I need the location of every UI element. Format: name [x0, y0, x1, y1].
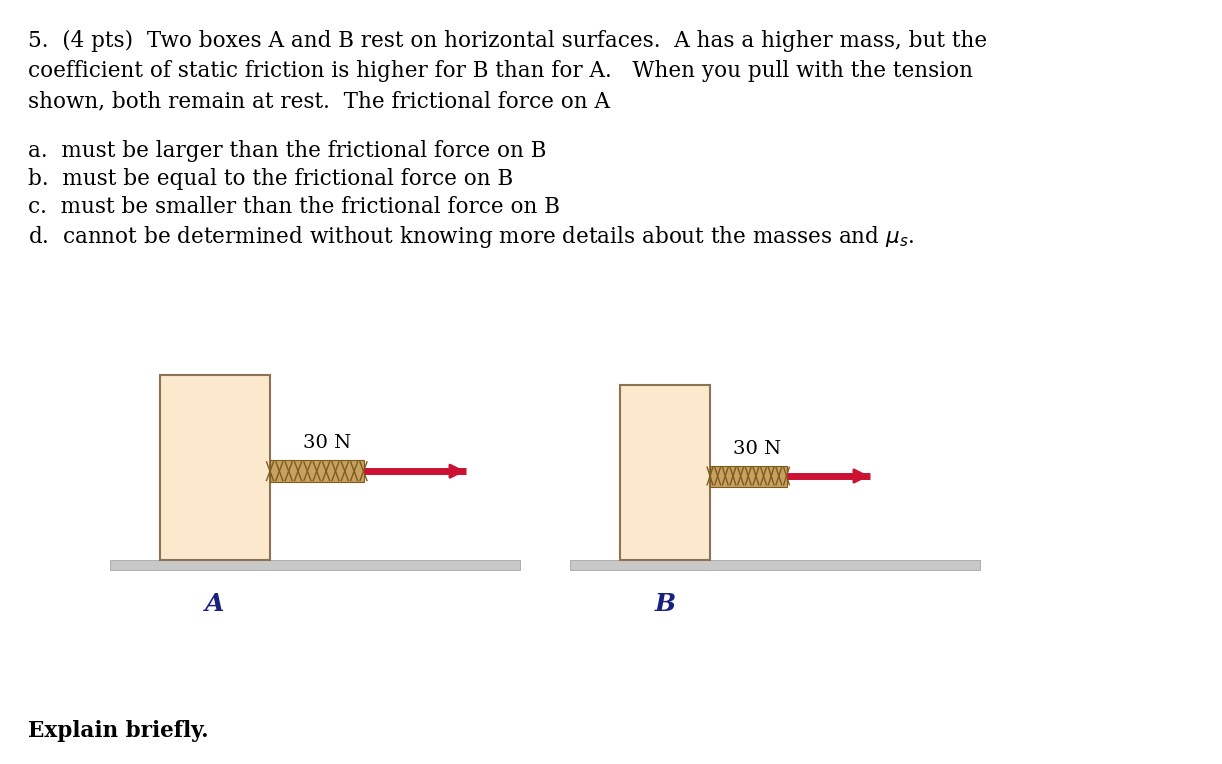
Bar [270, 460, 363, 482]
Bar [569, 560, 980, 570]
Bar [160, 375, 270, 560]
Text: B: B [655, 592, 676, 616]
Bar [110, 560, 521, 570]
Text: A: A [205, 592, 225, 616]
Text: 5.  (4 pts)  Two boxes A and B rest on horizontal surfaces.  A has a higher mass: 5. (4 pts) Two boxes A and B rest on hor… [28, 30, 987, 52]
Text: 30 N: 30 N [303, 434, 351, 452]
Text: shown, both remain at rest.  The frictional force on A: shown, both remain at rest. The friction… [28, 90, 610, 112]
Bar [620, 385, 710, 560]
Text: Explain briefly.: Explain briefly. [28, 720, 209, 742]
Text: d.  cannot be determined without knowing more details about the masses and $\mu_: d. cannot be determined without knowing … [28, 224, 914, 250]
Text: 30 N: 30 N [733, 439, 781, 458]
Text: a.  must be larger than the frictional force on B: a. must be larger than the frictional fo… [28, 140, 546, 162]
Text: c.  must be smaller than the frictional force on B: c. must be smaller than the frictional f… [28, 196, 560, 218]
Bar [710, 465, 787, 487]
Text: b.  must be equal to the frictional force on B: b. must be equal to the frictional force… [28, 168, 513, 190]
Text: coefficient of static friction is higher for B than for A.   When you pull with : coefficient of static friction is higher… [28, 60, 973, 82]
